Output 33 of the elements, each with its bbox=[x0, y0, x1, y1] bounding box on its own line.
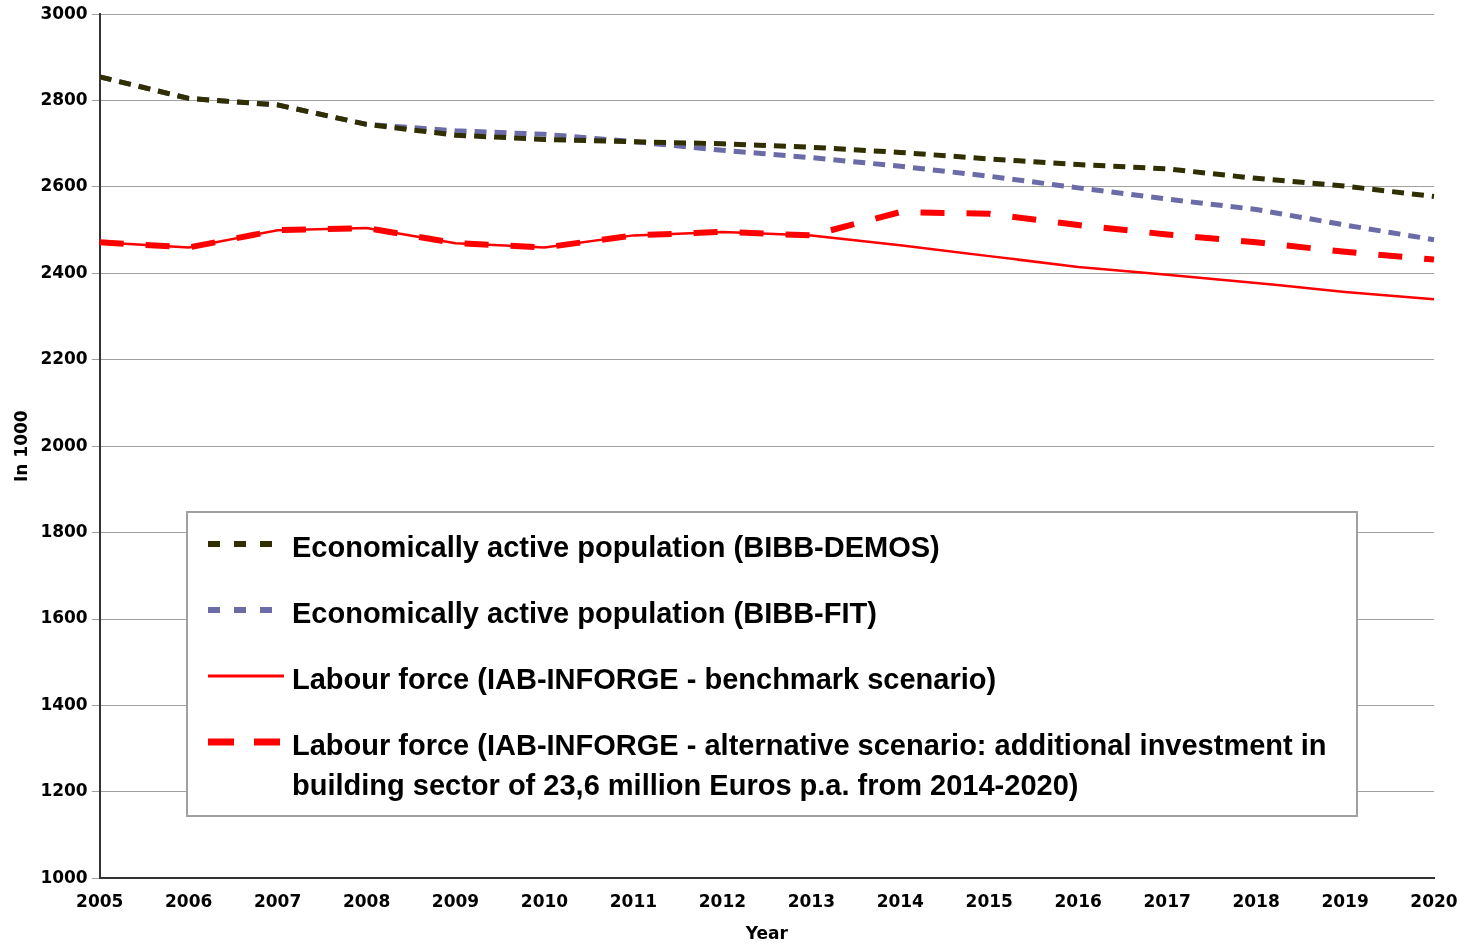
x-tick-label: 2006 bbox=[165, 890, 213, 911]
x-tick-label: 2005 bbox=[76, 890, 124, 911]
x-tick-label: 2011 bbox=[609, 890, 658, 911]
x-tick-label: 2016 bbox=[1054, 890, 1102, 911]
x-tick-label: 2007 bbox=[253, 890, 302, 911]
y-tick-label: 2200 bbox=[40, 348, 88, 369]
x-axis-title: Year bbox=[744, 923, 789, 944]
y-tick-label: 1800 bbox=[40, 521, 88, 542]
y-tick-label: 1400 bbox=[40, 693, 88, 714]
y-axis-title: In 1000 bbox=[10, 410, 31, 483]
y-tick-label: 2800 bbox=[40, 89, 88, 110]
x-tick-label: 2018 bbox=[1232, 890, 1280, 911]
legend-label: Economically active population (BIBB-DEMOS) bbox=[292, 530, 941, 565]
x-tick-label: 2014 bbox=[876, 890, 925, 911]
y-tick-label: 2600 bbox=[40, 175, 88, 196]
legend-label: Economically active population (BIBB-FIT) bbox=[292, 596, 878, 631]
x-tick-label: 2015 bbox=[965, 890, 1013, 911]
x-tick-label: 2020 bbox=[1410, 890, 1458, 911]
x-tick-label: 2017 bbox=[1143, 890, 1191, 911]
y-tick-label: 2000 bbox=[40, 434, 88, 455]
x-tick-label: 2013 bbox=[787, 890, 835, 911]
x-tick-label: 2008 bbox=[342, 890, 391, 911]
x-tick-label: 2012 bbox=[698, 890, 747, 911]
y-tick-label: 2400 bbox=[40, 261, 88, 282]
legend-label: Labour force (IAB-INFORGE - alternative scenario: additional investment in building sector of 23,6 million Euros p.a. from 2014-2020) bbox=[292, 728, 1328, 803]
y-tick-label: 1000 bbox=[40, 866, 88, 887]
y-tick-label: 3000 bbox=[40, 2, 88, 23]
y-tick-label: 1200 bbox=[40, 780, 88, 801]
legend-label: Labour force (IAB-INFORGE - benchmark scenario) bbox=[292, 662, 998, 697]
y-tick-label: 1600 bbox=[40, 607, 88, 628]
x-tick-label: 2010 bbox=[520, 890, 569, 911]
x-tick-label: 2019 bbox=[1321, 890, 1369, 911]
x-tick-label: 2009 bbox=[431, 890, 480, 911]
